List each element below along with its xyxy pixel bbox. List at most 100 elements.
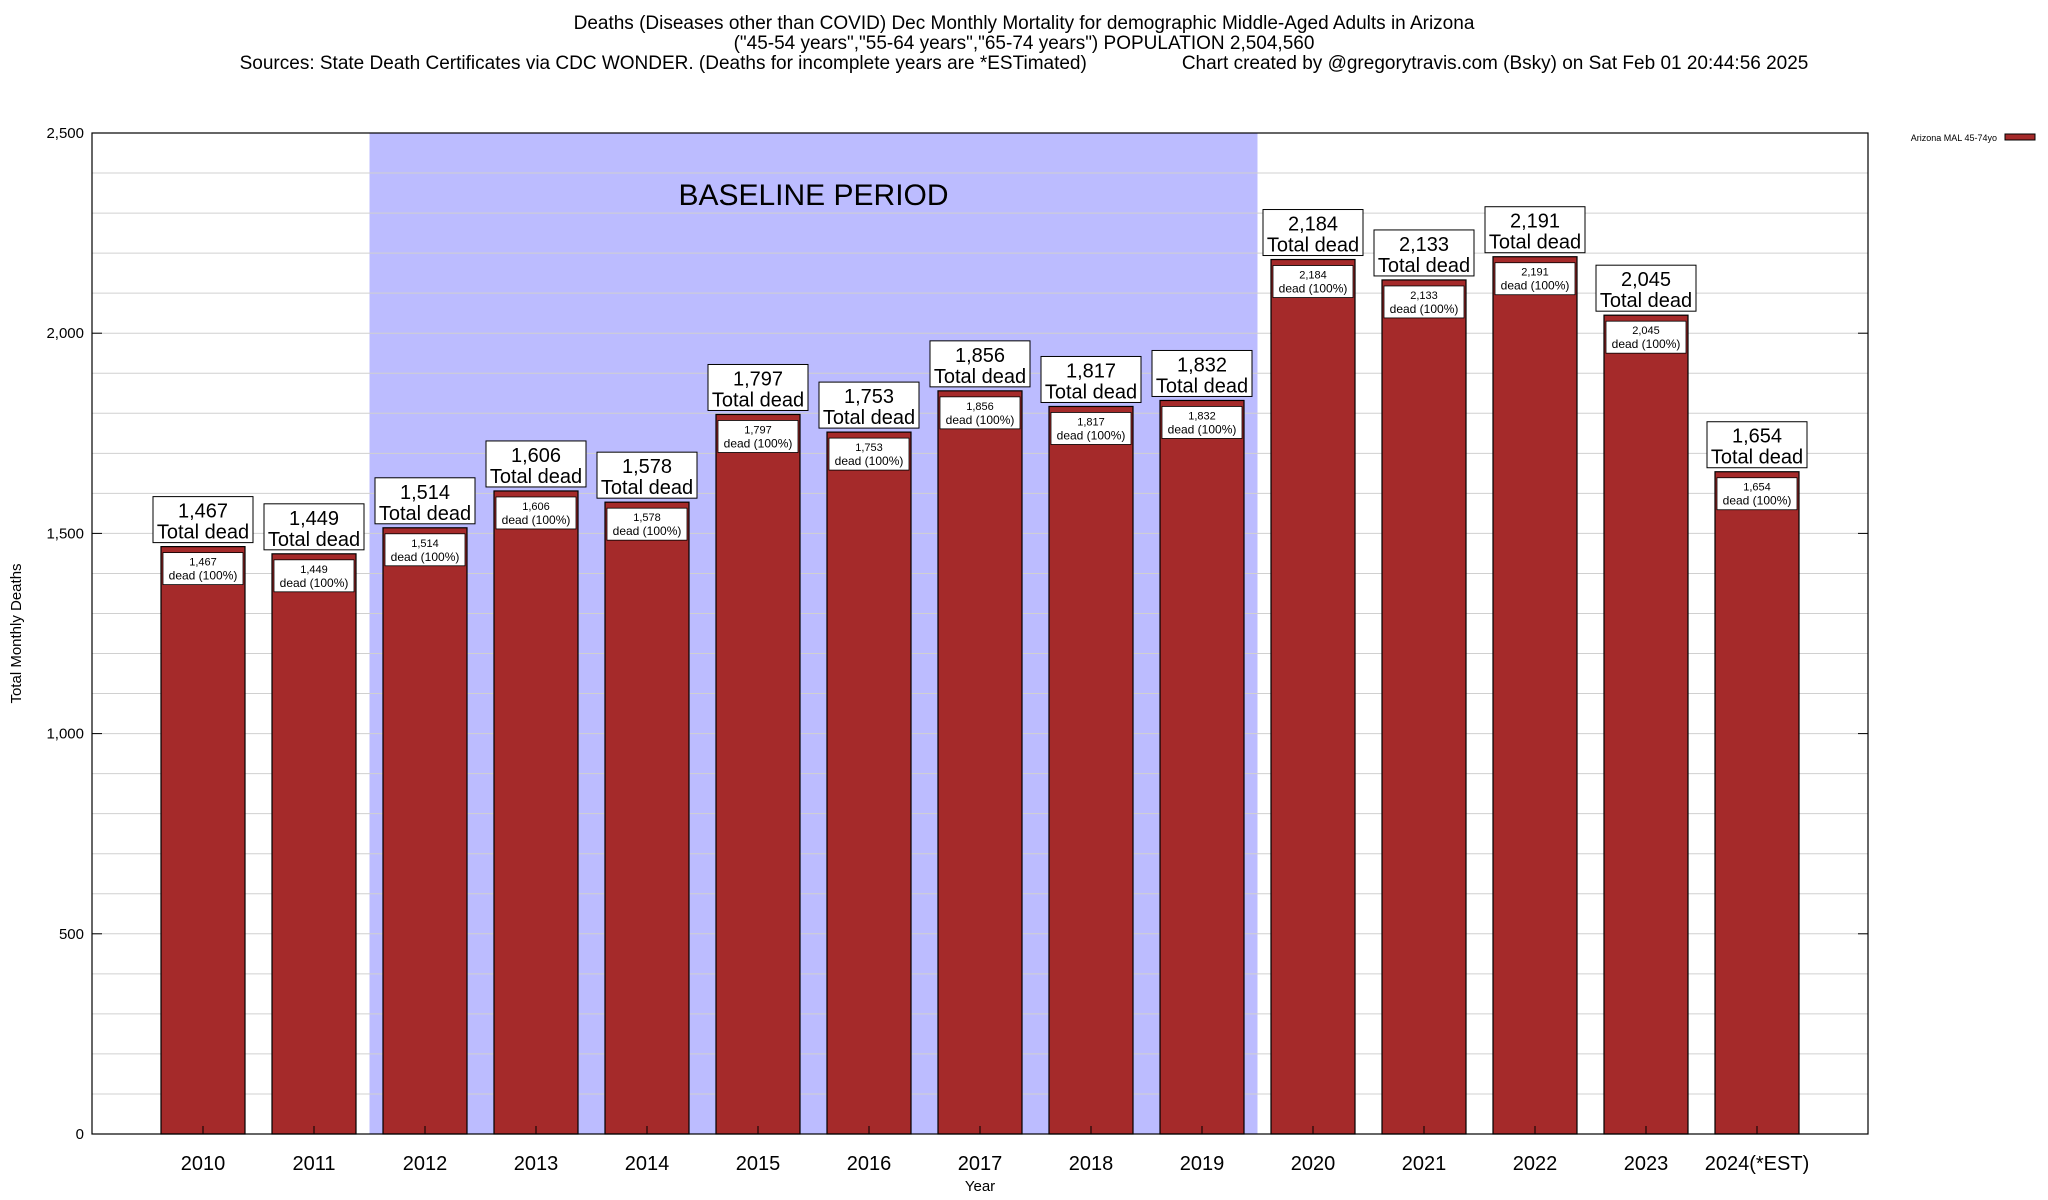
x-axis-label: Year — [965, 1178, 995, 1195]
inner-dead-label: dead (100%) — [280, 576, 349, 590]
inner-dead-label: dead (100%) — [1390, 302, 1459, 316]
inner-dead-label: dead (100%) — [1723, 494, 1792, 508]
y-tick-label: 1,500 — [46, 525, 84, 542]
x-tick-label: 2023 — [1624, 1153, 1669, 1175]
inner-value-label: 1,797 — [744, 424, 772, 436]
inner-value-label: 1,654 — [1743, 482, 1771, 494]
bar — [1603, 314, 1689, 1135]
top-label-box — [1595, 264, 1697, 312]
top-total-label: Total dead — [934, 366, 1026, 388]
top-value-label: 1,449 — [289, 508, 339, 530]
top-value-label: 1,856 — [955, 345, 1005, 367]
top-label-box — [707, 363, 809, 411]
inner-label-box — [1161, 406, 1243, 439]
inner-dead-label: dead (100%) — [502, 513, 571, 527]
x-tick-label: 2013 — [514, 1153, 559, 1175]
top-total-label: Total dead — [712, 389, 804, 411]
bar — [382, 527, 468, 1135]
inner-label-box — [606, 507, 688, 541]
top-value-label: 2,045 — [1621, 269, 1671, 291]
x-tick-label: 2015 — [736, 1153, 781, 1175]
inner-label-box — [495, 496, 577, 530]
chart-sources-line: Sources: State Death Certificates via CD… — [0, 54, 2048, 74]
top-label-box — [818, 381, 920, 429]
inner-value-label: 1,753 — [855, 442, 883, 454]
top-label-box — [1151, 349, 1253, 397]
top-label-box — [929, 340, 1031, 388]
top-total-label: Total dead — [157, 522, 249, 544]
bar — [1381, 279, 1467, 1135]
bar — [604, 501, 690, 1135]
top-label-box — [374, 477, 476, 525]
inner-label-box — [1383, 285, 1465, 319]
bar — [715, 413, 801, 1135]
top-total-label: Total dead — [1156, 375, 1248, 397]
top-label-box — [1706, 421, 1808, 469]
top-total-label: Total dead — [1489, 232, 1581, 254]
bar — [1048, 405, 1134, 1135]
inner-dead-label: dead (100%) — [391, 550, 460, 564]
top-value-label: 1,578 — [622, 456, 672, 478]
x-tick-label: 2012 — [403, 1153, 448, 1175]
top-label-box — [596, 451, 698, 499]
x-tick-label: 2019 — [1180, 1153, 1225, 1175]
inner-label-box — [939, 396, 1021, 430]
top-total-label: Total dead — [379, 503, 471, 525]
bar — [1270, 258, 1356, 1135]
top-value-label: 1,654 — [1732, 426, 1782, 448]
top-total-label: Total dead — [823, 407, 915, 429]
y-tick-label: 0 — [76, 1126, 84, 1143]
x-tick-label: 2017 — [958, 1153, 1003, 1175]
x-tick-label: 2022 — [1513, 1153, 1558, 1175]
bar — [493, 490, 579, 1135]
y-axis-label: Total Monthly Deaths — [8, 563, 25, 703]
x-tick-label: 2018 — [1069, 1153, 1114, 1175]
inner-value-label: 2,184 — [1299, 270, 1327, 282]
bar — [271, 553, 357, 1135]
top-value-label: 1,817 — [1066, 360, 1116, 382]
top-value-label: 2,133 — [1399, 234, 1449, 256]
inner-dead-label: dead (100%) — [1057, 428, 1126, 442]
inner-value-label: 1,856 — [966, 401, 994, 413]
inner-dead-label: dead (100%) — [1168, 422, 1237, 436]
bar — [1159, 399, 1245, 1135]
x-tick-label: 2021 — [1402, 1153, 1447, 1175]
inner-value-label: 1,832 — [1188, 410, 1216, 422]
inner-dead-label: dead (100%) — [1501, 279, 1570, 293]
inner-label-box — [1050, 412, 1132, 445]
top-label-box — [263, 503, 365, 551]
top-value-label: 2,191 — [1510, 211, 1560, 233]
top-total-label: Total dead — [1600, 290, 1692, 312]
chart-header: Deaths (Diseases other than COVID) Dec M… — [0, 14, 2048, 74]
inner-dead-label: dead (100%) — [1612, 337, 1681, 351]
inner-dead-label: dead (100%) — [613, 524, 682, 538]
inner-value-label: 2,191 — [1521, 267, 1549, 279]
inner-label-box — [1272, 265, 1354, 298]
top-label-box — [1040, 355, 1142, 403]
inner-value-label: 1,514 — [411, 538, 439, 550]
inner-label-box — [273, 559, 355, 593]
top-label-box — [1262, 209, 1364, 257]
inner-value-label: 1,449 — [300, 564, 328, 576]
inner-dead-label: dead (100%) — [724, 436, 793, 450]
y-tick-label: 1,000 — [46, 726, 84, 743]
inner-dead-label: dead (100%) — [835, 454, 904, 468]
top-total-label: Total dead — [1711, 447, 1803, 469]
top-total-label: Total dead — [268, 529, 360, 551]
top-label-box — [1373, 229, 1475, 277]
inner-value-label: 1,606 — [522, 501, 550, 513]
inner-label-box — [162, 552, 244, 586]
top-value-label: 1,514 — [400, 482, 450, 504]
y-tick-label: 500 — [59, 926, 84, 943]
top-label-box — [1484, 206, 1586, 254]
inner-value-label: 2,045 — [1632, 325, 1660, 337]
inner-label-box — [828, 437, 910, 471]
inner-label-box — [1716, 477, 1798, 511]
top-total-label: Total dead — [1045, 381, 1137, 403]
top-value-label: 1,753 — [844, 386, 894, 408]
inner-dead-label: dead (100%) — [946, 413, 1015, 427]
y-tick-label: 2,000 — [46, 325, 84, 342]
top-label-box — [485, 440, 587, 488]
inner-label-box — [384, 533, 466, 567]
bar — [1714, 471, 1800, 1135]
